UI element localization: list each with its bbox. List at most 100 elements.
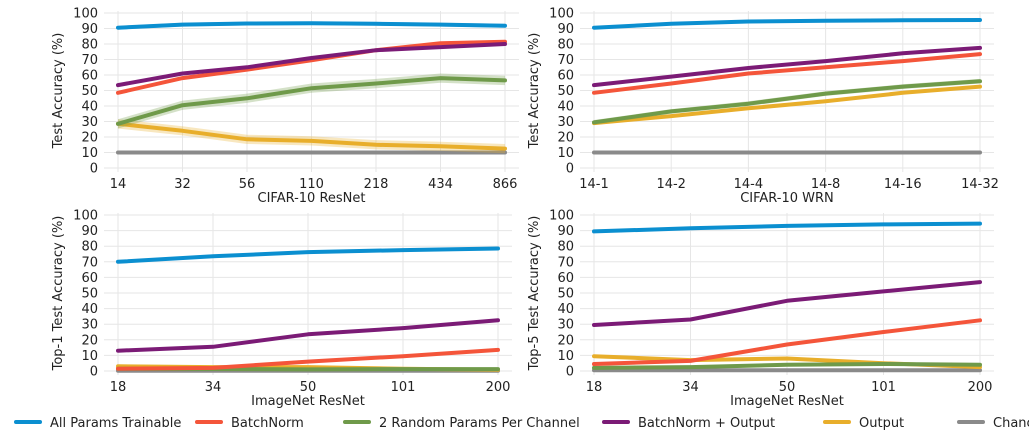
x-tick-label: 101 <box>871 380 896 395</box>
y-tick-label: 0 <box>566 365 574 380</box>
y-tick-label: 40 <box>81 100 98 115</box>
y-tick-label: 30 <box>557 115 574 130</box>
series-batchnorm <box>592 318 982 366</box>
x-tick-label: 18 <box>110 380 127 395</box>
legend-item-output: Output <box>823 416 904 431</box>
series-random_params <box>592 362 982 370</box>
x-tick-label: 866 <box>493 177 518 192</box>
y-tick-label: 100 <box>549 7 574 22</box>
y-tick-label: 0 <box>90 365 98 380</box>
x-tick-label: 34 <box>205 380 222 395</box>
x-tick-label: 18 <box>586 380 603 395</box>
y-tick-label: 0 <box>90 162 98 177</box>
y-tick-label: 10 <box>557 349 574 364</box>
y-tick-label: 100 <box>73 7 98 22</box>
series-bn_output <box>592 45 982 88</box>
x-tick-label: 14-8 <box>811 177 841 192</box>
y-tick-label: 100 <box>73 209 98 224</box>
y-axis-label: Test Accuracy (%) <box>527 33 542 150</box>
x-tick-label: 34 <box>682 380 699 395</box>
y-tick-label: 100 <box>549 209 574 224</box>
x-tick-label: 56 <box>239 177 256 192</box>
series-all_params <box>592 18 982 30</box>
y-tick-label: 20 <box>557 131 574 146</box>
y-tick-label: 80 <box>81 240 98 255</box>
series-random_params <box>592 78 982 125</box>
y-tick-label: 70 <box>557 255 574 270</box>
x-axis-label: ImageNet ResNet <box>730 394 844 409</box>
series-line <box>592 18 982 30</box>
y-tick-label: 40 <box>81 302 98 317</box>
x-tick-label: 14-32 <box>961 177 999 192</box>
y-tick-label: 20 <box>81 333 98 348</box>
series-all_params <box>116 246 500 264</box>
series-output <box>592 84 982 126</box>
y-tick-label: 60 <box>557 271 574 286</box>
legend-label: Output <box>859 416 904 431</box>
y-tick-label: 70 <box>81 255 98 270</box>
y-tick-label: 30 <box>557 318 574 333</box>
legend-label: BatchNorm + Output <box>638 416 775 431</box>
x-tick-label: 14-4 <box>734 177 764 192</box>
y-tick-label: 40 <box>557 100 574 115</box>
y-tick-label: 70 <box>81 53 98 68</box>
y-tick-label: 50 <box>81 287 98 302</box>
y-tick-label: 90 <box>557 224 574 239</box>
y-tick-label: 70 <box>557 53 574 68</box>
y-axis-label: Top-5 Test Accuracy (%) <box>527 216 542 372</box>
series-bn_output <box>116 42 507 88</box>
y-tick-label: 90 <box>557 22 574 37</box>
legend-item-batchnorm: BatchNorm <box>195 416 304 431</box>
legend-label: 2 Random Params Per Channel <box>379 416 580 431</box>
series-all_params <box>592 221 982 234</box>
series-bn_output <box>116 318 500 353</box>
y-tick-label: 60 <box>81 271 98 286</box>
legend-label: All Params Trainable <box>50 416 181 431</box>
series-line <box>592 52 982 95</box>
x-tick-label: 14 <box>110 177 127 192</box>
x-tick-label: 434 <box>428 177 453 192</box>
x-axis-label: CIFAR-10 ResNet <box>258 191 366 206</box>
x-tick-label: 200 <box>486 380 511 395</box>
y-tick-label: 60 <box>81 69 98 84</box>
y-tick-label: 80 <box>81 38 98 53</box>
y-axis-label: Top-1 Test Accuracy (%) <box>51 216 66 372</box>
series-batchnorm <box>116 347 500 371</box>
y-tick-label: 20 <box>81 131 98 146</box>
y-tick-label: 50 <box>557 84 574 99</box>
y-tick-label: 80 <box>557 38 574 53</box>
x-tick-label: 14-16 <box>884 177 922 192</box>
legend-item-all_params: All Params Trainable <box>14 416 181 431</box>
series-line <box>592 79 982 125</box>
x-tick-label: 50 <box>300 380 317 395</box>
y-tick-label: 50 <box>81 84 98 99</box>
series-line <box>592 45 982 88</box>
x-tick-label: 101 <box>391 380 416 395</box>
y-tick-label: 10 <box>81 146 98 161</box>
y-tick-label: 30 <box>81 115 98 130</box>
x-tick-label: 110 <box>299 177 324 192</box>
legend-label: Chance <box>993 416 1029 431</box>
y-tick-label: 60 <box>557 69 574 84</box>
legend-label: BatchNorm <box>231 416 304 431</box>
series-batchnorm <box>592 52 982 95</box>
x-tick-label: 14-2 <box>656 177 686 192</box>
x-tick-label: 50 <box>779 380 796 395</box>
y-tick-label: 80 <box>557 240 574 255</box>
x-tick-label: 218 <box>364 177 389 192</box>
y-tick-label: 50 <box>557 287 574 302</box>
x-tick-label: 200 <box>968 380 993 395</box>
series-random_params <box>116 73 507 129</box>
y-tick-label: 10 <box>557 146 574 161</box>
series-line <box>592 84 982 126</box>
x-tick-label: 14-1 <box>579 177 609 192</box>
x-axis-label: CIFAR-10 WRN <box>740 191 834 206</box>
legend-item-chance: Chance <box>957 416 1029 431</box>
series-all_params <box>116 21 507 30</box>
